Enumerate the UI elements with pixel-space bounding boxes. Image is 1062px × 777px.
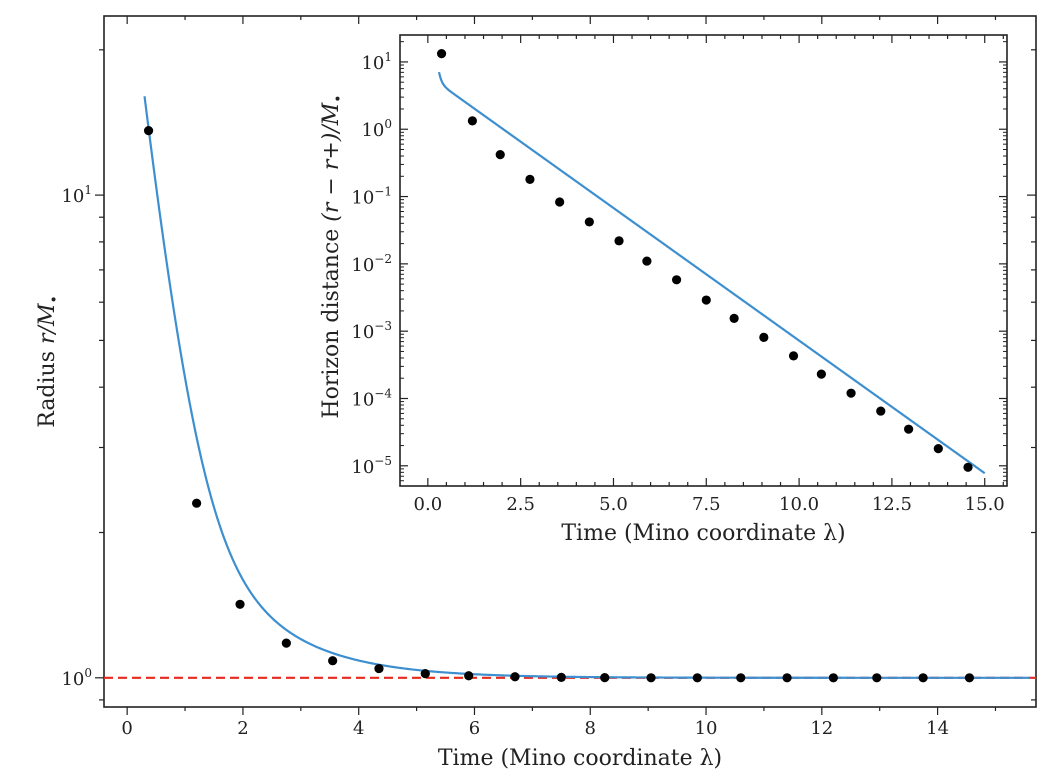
inset-data-point — [584, 217, 594, 227]
inset-x-axis-label: Time (Mino coordinate λ) — [561, 521, 845, 546]
data-point — [192, 498, 202, 508]
inset-data-point — [642, 256, 652, 266]
inset-data-point — [933, 444, 943, 454]
data-point — [828, 673, 838, 683]
inset-data-point — [701, 295, 711, 305]
inset-x-tick-label: 15.0 — [965, 494, 1005, 515]
inset-y-axis-label: Horizon distance (r − r+)/M• — [319, 94, 347, 418]
inset-data-point — [495, 149, 505, 160]
horizon-distance-curve — [437, 71, 986, 475]
x-tick-label: 4 — [353, 718, 364, 739]
data-point — [464, 671, 474, 681]
data-point — [918, 673, 928, 683]
inset-y-tick-label: 10−3 — [351, 319, 392, 343]
data-point — [143, 126, 154, 136]
data-point — [374, 663, 384, 674]
radius-curve — [143, 96, 1031, 679]
x-tick-label: 12 — [810, 718, 833, 739]
y-tick-label: 100 — [61, 666, 92, 690]
x-tick-label: 6 — [469, 718, 480, 739]
data-point — [235, 599, 245, 609]
inset-data-point — [846, 388, 856, 398]
data-point — [964, 673, 975, 683]
x-tick-label: 2 — [237, 718, 248, 739]
inset-data-point — [555, 197, 565, 207]
y-axis-label: Radius r/M• — [35, 295, 63, 428]
data-point — [600, 672, 610, 683]
data-point — [328, 656, 338, 666]
inset-y-tick-label: 10−5 — [351, 454, 392, 478]
inset-data-point — [816, 369, 826, 379]
inset-data-point — [467, 116, 477, 126]
inset-data-point — [963, 462, 973, 472]
inset-y-tick-label: 10−1 — [351, 185, 392, 209]
data-point — [736, 673, 746, 683]
inset-x-tick-label: 0.0 — [414, 494, 443, 515]
inset-y-tick-label: 10−2 — [351, 252, 392, 276]
main-plot-frame — [103, 15, 1037, 708]
inset-x-tick-label: 7.5 — [692, 494, 721, 515]
y-tick-label: 101 — [61, 183, 92, 207]
x-axis-label: Time (Mino coordinate λ) — [438, 746, 722, 771]
data-point — [692, 673, 702, 683]
inset-x-tick-label: 10.0 — [779, 494, 819, 515]
inset-y-tick-label: 101 — [361, 50, 392, 74]
inset-data-point — [671, 275, 682, 285]
inset-chart: 0.0 2.5 5.0 7.5 10.0 12.5 15.0 10−5 10−4 10−3 10−2… — [312, 30, 1019, 551]
data-point — [510, 672, 520, 682]
inset-data-point — [788, 351, 799, 361]
data-point — [782, 673, 792, 683]
x-tick-label: 8 — [585, 718, 596, 739]
inset-plot-frame — [399, 34, 1008, 487]
main-chart: 0 2 4 6 8 10 12 14 100 101 Time (Mino coordinate λ… — [35, 15, 1037, 771]
x-tick-label: 14 — [926, 718, 949, 739]
inset-data-point — [614, 236, 624, 246]
data-point — [556, 672, 566, 682]
inset-data-point — [759, 332, 769, 342]
data-point — [646, 673, 656, 683]
x-tick-label: 0 — [121, 718, 132, 739]
inset-x-tick-label: 2.5 — [506, 494, 535, 515]
inset-data-point — [904, 424, 914, 434]
data-point — [872, 673, 882, 683]
inset-background — [312, 30, 1019, 551]
inset-x-tick-label: 5.0 — [599, 494, 628, 515]
inset-x-tick-label: 12.5 — [872, 494, 912, 515]
inset-data-point — [729, 313, 739, 323]
inset-y-tick-label: 100 — [361, 117, 392, 141]
inset-y-tick-label: 10−4 — [351, 386, 392, 410]
inset-data-point — [436, 48, 447, 59]
data-point — [281, 638, 291, 648]
inset-data-point — [525, 174, 535, 184]
data-point — [420, 669, 430, 679]
x-tick-label: 10 — [695, 718, 718, 739]
inset-data-point — [876, 406, 886, 416]
